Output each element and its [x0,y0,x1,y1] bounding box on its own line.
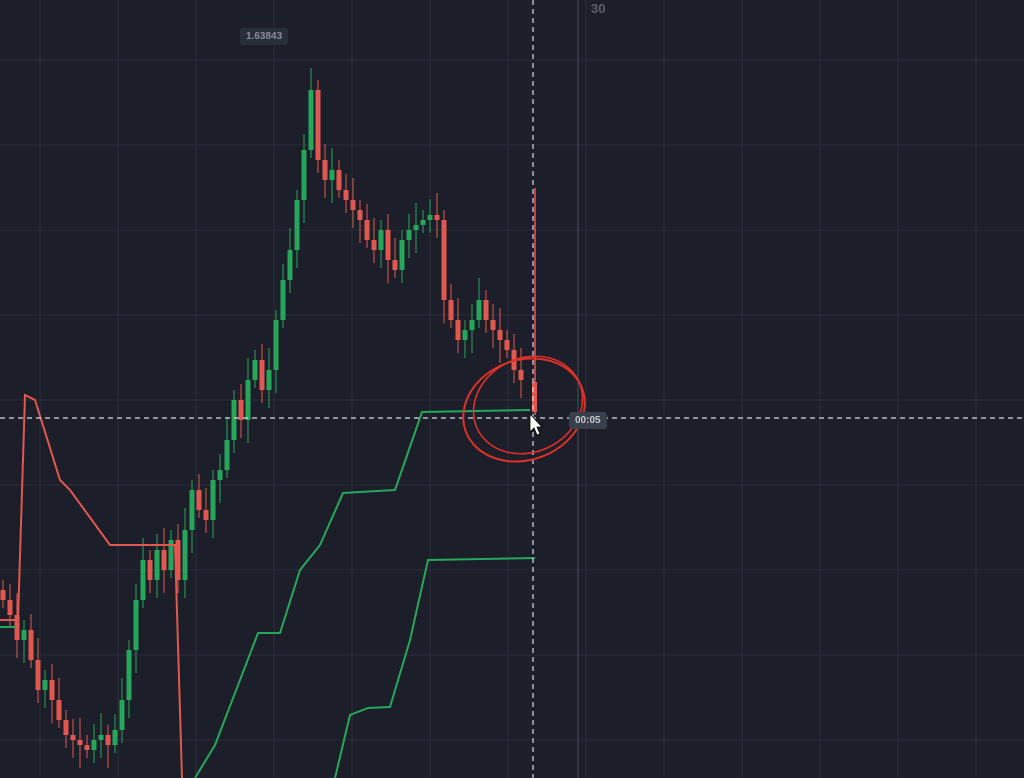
candle-body [98,735,104,740]
candle-body [259,360,265,390]
candle-body [420,220,426,225]
candle-body [119,700,125,730]
candle-body [301,150,307,200]
crosshair-time-label: 00:05 [569,412,607,429]
candle-body [28,630,34,660]
candle-body [504,340,510,350]
candle-body [385,230,391,260]
candle-body [189,490,195,530]
candle-body [70,735,76,740]
candle-body [266,370,272,390]
candle-body [434,215,440,220]
price-label: 1.63843 [240,28,289,45]
candle-body [462,330,468,340]
candle-body [413,225,419,230]
candle-body [126,650,132,700]
candle-body [147,560,153,580]
candle-body [56,700,62,720]
candle-body [476,300,482,320]
annotation-circle [472,355,584,455]
candle-body [392,260,398,270]
candle-body [210,480,216,520]
candle-body [287,250,293,280]
candle-body [273,320,279,370]
candle-body [308,90,314,150]
candle-body [371,240,377,250]
candle-body [378,230,384,250]
candle-body [63,720,69,735]
candle-body [105,735,111,745]
candle-body [350,200,356,210]
candle-body [21,630,27,640]
candle-body [231,400,237,440]
candle-body [315,90,321,160]
candle-body [168,540,174,570]
candle-body [322,160,328,180]
candle-body [280,280,286,320]
candle-body [77,740,83,745]
candle-body [14,615,20,640]
candle-body [196,490,202,510]
candle-body [532,382,537,412]
candle-body [112,730,118,745]
candle-body [469,320,475,330]
candle-body [140,560,146,600]
candle-body [238,400,244,420]
candle-body [343,190,349,200]
candle-body [497,330,503,340]
candle-body [364,220,370,240]
candle-body [182,530,188,580]
candle-body [42,680,48,690]
candle-body [399,240,405,270]
candle-body [203,510,209,520]
mouse-cursor [529,412,543,436]
candle-body [154,550,160,580]
candle-body [49,680,55,700]
indicator-line [0,393,183,778]
candle-body [294,200,300,250]
candle-body [448,300,454,320]
time-tick-label: 30 [591,1,606,16]
candle-body [357,210,363,220]
candle-body [490,320,496,330]
candle-body [245,380,251,420]
candle-body [133,600,139,650]
candle-body [455,320,461,340]
candle-body [0,590,6,600]
candle-body [84,745,90,750]
candle-body [91,740,97,750]
candle-body [441,220,447,300]
candle-body [35,660,41,690]
candle-body [427,215,433,220]
indicator-line [194,409,531,778]
candle-body [483,300,489,320]
candle-body [518,370,524,380]
candle-body [161,550,167,570]
candle-body [336,170,342,190]
candle-body [252,360,258,380]
indicator-line [334,557,536,778]
candle-body [7,600,13,615]
candle-body [175,540,181,580]
candle-body [224,440,230,470]
candle-body [217,470,223,480]
candle-body [406,230,412,240]
candle-body [329,170,335,180]
